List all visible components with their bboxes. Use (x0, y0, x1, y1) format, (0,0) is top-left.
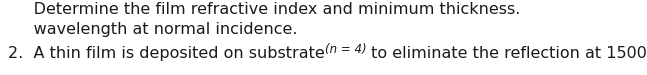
Text: to eliminate the reflection at 1500 nm: to eliminate the reflection at 1500 nm (366, 46, 647, 61)
Text: 2.  A thin film is deposited on substrate: 2. A thin film is deposited on substrate (8, 46, 325, 61)
Text: (n = 4): (n = 4) (325, 43, 366, 56)
Text: wavelength at normal incidence.: wavelength at normal incidence. (8, 22, 298, 37)
Text: Determine the film refractive index and minimum thickness.: Determine the film refractive index and … (8, 2, 520, 17)
